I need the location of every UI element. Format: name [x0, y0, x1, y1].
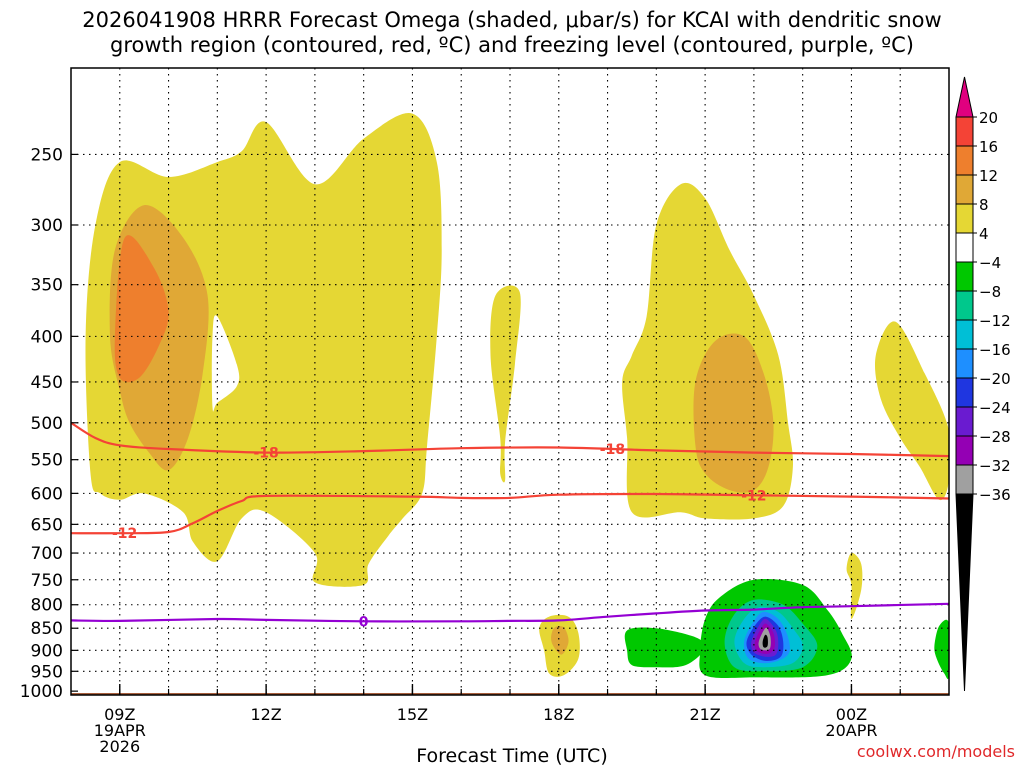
colorbar-label-11: −28 — [979, 428, 1011, 446]
contour-label-2-0: 0 — [359, 614, 369, 630]
omega-shading — [85, 113, 949, 680]
colorbar-label-10: −24 — [979, 399, 1011, 417]
y-tick-label-250: 250 — [31, 145, 63, 165]
y-tick-label-700: 700 — [31, 544, 63, 564]
contour-label-1-1: -12 — [741, 488, 766, 504]
y-tick-label-550: 550 — [31, 451, 63, 471]
x-tick-sublabel-24-0: 20APR — [825, 721, 877, 740]
omega-region-11 — [624, 627, 706, 668]
y-tick-label-650: 650 — [31, 515, 63, 535]
y-tick-label-750: 750 — [31, 571, 63, 591]
credit-link[interactable]: coolwx.com/models — [856, 742, 1015, 761]
x-tick-label-24: 00Z — [836, 705, 867, 724]
colorbar-top-arrow — [955, 76, 974, 118]
contour-line-2 — [71, 602, 949, 623]
colorbar-label-4: 4 — [979, 225, 989, 243]
omega-region-3 — [211, 315, 240, 412]
colorbar-segment-10 — [955, 377, 974, 408]
y-tick-label-900: 900 — [31, 641, 63, 661]
x-tick-label-18: 18Z — [543, 705, 574, 724]
x-axis-label: Forecast Time (UTC) — [416, 745, 608, 767]
colorbar-label-12: −32 — [979, 457, 1011, 475]
colorbar-segment-12 — [955, 435, 974, 466]
colorbar-segment-6 — [955, 261, 974, 292]
y-tick-label-600: 600 — [31, 484, 63, 504]
colorbar-label-7: −12 — [979, 312, 1011, 330]
colorbar-segment-9 — [955, 348, 974, 379]
y-tick-label-450: 450 — [31, 373, 63, 393]
omega-region-2 — [114, 235, 169, 383]
colorbar-label-8: −16 — [979, 341, 1011, 359]
colorbar-segment-7 — [955, 290, 974, 321]
colorbar-segment-3 — [955, 174, 974, 205]
colorbar-label-6: −8 — [979, 283, 1001, 301]
omega-region-20 — [762, 634, 768, 648]
colorbar-segment-11 — [955, 406, 974, 437]
y-tick-label-500: 500 — [31, 414, 63, 434]
colorbar-bottom-arrow — [955, 493, 974, 692]
y-tick-label-850: 850 — [31, 619, 63, 639]
colorbar-label-1: 16 — [979, 138, 998, 156]
y-tick-label-400: 400 — [31, 327, 63, 347]
colorbar-segment-2 — [955, 145, 974, 176]
colorbar-label-3: 8 — [979, 196, 989, 214]
y-tick-label-950: 950 — [31, 662, 63, 682]
y-tick-label-1000: 1000 — [20, 682, 63, 702]
colorbar-label-13: −36 — [979, 486, 1011, 504]
omega-region-10 — [551, 625, 569, 655]
omega-region-8 — [846, 552, 863, 620]
colorbar-label-0: 20 — [979, 109, 998, 127]
colorbar-segment-1 — [955, 116, 974, 147]
temperature-contours: -18 -18 -12 -12 0 — [71, 421, 949, 630]
omega-region-7 — [874, 321, 949, 501]
contour-line-1 — [71, 492, 949, 535]
y-tick-label-350: 350 — [31, 276, 63, 296]
omega-region-21 — [934, 619, 949, 680]
x-tick-label-15: 15Z — [397, 705, 428, 724]
contour-line-0 — [71, 421, 949, 458]
contour-label-1-0: -12 — [112, 526, 137, 542]
chart-title-line2: growth region (contoured, red, ºC) and f… — [110, 33, 914, 57]
pressure-axis: 2503003504004505005506006507007508008509… — [20, 145, 78, 702]
colorbar-label-5: −4 — [979, 254, 1001, 272]
colorbar-segment-5 — [955, 232, 974, 263]
colorbar-label-9: −20 — [979, 370, 1011, 388]
omega-colorbar: 20 16 12 8 4 −4 −8 −12 −16 −20 −24 −28 −32 −36 — [955, 76, 1011, 692]
x-tick-label-12: 12Z — [250, 705, 281, 724]
x-tick-sublabel-9-0: 19APR — [94, 721, 146, 740]
grid-lines — [71, 68, 949, 695]
colorbar-segment-13 — [955, 464, 974, 495]
y-tick-label-300: 300 — [31, 216, 63, 236]
y-tick-label-800: 800 — [31, 596, 63, 616]
contour-label-0-0: -18 — [253, 446, 278, 462]
x-tick-label-21: 21Z — [689, 705, 720, 724]
x-tick-sublabel-9-1: 2026 — [99, 737, 140, 756]
chart-title: 2026041908 HRRR Forecast Omega (shaded, … — [0, 8, 1024, 58]
omega-region-4 — [490, 285, 521, 483]
contour-label-0-1: -18 — [600, 442, 625, 458]
colorbar-segment-8 — [955, 319, 974, 350]
colorbar-label-2: 12 — [979, 167, 998, 185]
colorbar-segment-4 — [955, 203, 974, 234]
chart-title-line1: 2026041908 HRRR Forecast Omega (shaded, … — [82, 8, 942, 32]
x-tick-label-9: 09Z — [104, 705, 135, 724]
